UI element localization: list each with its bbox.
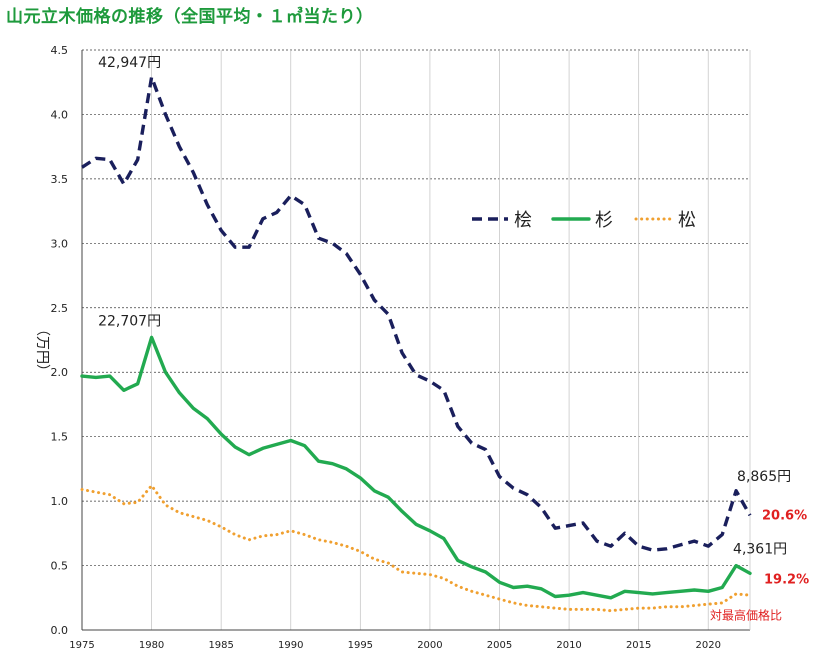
x-tick-label: 2005 (487, 640, 512, 651)
series-line-2 (80, 335, 752, 600)
x-tick-label: 2015 (626, 640, 651, 651)
x-axis-ticks: 1975 1980 1985 1990 1995 2000 2005 2010 2015 2020 (69, 640, 721, 651)
series-line-1 (81, 75, 752, 552)
x-tick-label: 1995 (348, 640, 373, 651)
annotation-latest-sugi: 4,361円 (733, 542, 787, 558)
series-lines (80, 75, 752, 613)
legend-label-1: 桧 (514, 210, 532, 231)
chart-title: 山元立木価格の推移（全国平均・１㎥当たり） (6, 7, 374, 27)
legend: 桧杉松 (472, 210, 696, 231)
series-line-3 (80, 484, 752, 613)
y-tick-label: 2.0 (51, 366, 69, 379)
y-tick-label: 2.5 (51, 302, 69, 315)
x-tick-label: 2010 (556, 640, 581, 651)
y-tick-label: 1.0 (51, 495, 69, 508)
y-tick-label: 0.0 (51, 624, 69, 637)
x-tick-label: 1990 (278, 640, 303, 651)
legend-label-2: 杉 (595, 210, 613, 231)
y-tick-label: 0.5 (51, 560, 69, 573)
y-tick-label: 4.5 (51, 44, 69, 57)
x-tick-label: 2020 (696, 640, 721, 651)
y-tick-label: 1.5 (51, 431, 69, 444)
grid-lines (82, 49, 750, 630)
x-tick-label: 1980 (139, 640, 164, 651)
annotation-ratio-hinoki: 20.6% (762, 508, 807, 523)
annotation-ratio-sugi: 19.2% (764, 572, 809, 587)
legend-label-3: 松 (678, 210, 696, 231)
annotation-ratio-note: 対最高価格比 (710, 608, 782, 623)
x-tick-label: 2000 (417, 640, 442, 651)
annotation-latest-hinoki: 8,865円 (737, 469, 791, 485)
axes: （万円） (34, 50, 751, 631)
x-tick-label: 1975 (69, 640, 94, 651)
annotations: 42,947円 22,707円 8,865円 4,361円 20.6% 19.2% 対最高価… (98, 55, 809, 623)
y-tick-label: 4.0 (51, 108, 69, 121)
y-axis-label: （万円） (34, 322, 50, 378)
x-tick-label: 1985 (208, 640, 233, 651)
y-tick-label: 3.0 (51, 237, 69, 250)
y-axis-ticks: 0.0 0.5 1.0 1.5 2.0 2.5 3.0 3.5 4.0 4.5 (51, 44, 69, 637)
y-tick-label: 3.5 (51, 173, 69, 186)
annotation-peak-hinoki: 42,947円 (98, 55, 161, 71)
annotation-peak-sugi: 22,707円 (98, 313, 161, 329)
